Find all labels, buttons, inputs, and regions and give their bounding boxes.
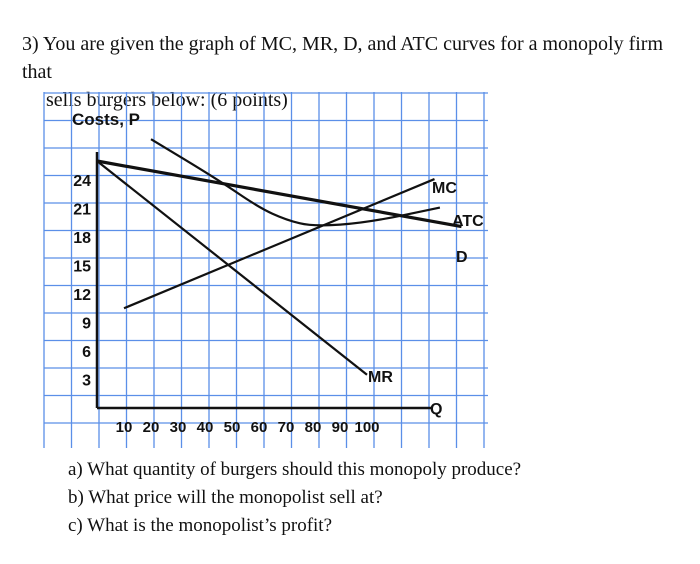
x-tick-label: 50 [224,419,241,436]
curve-label-mr: MR [368,369,393,386]
x-tick-label: 100 [354,419,379,436]
question-line-1: 3) You are given the graph of MC, MR, D,… [22,33,664,83]
x-tick-label: 70 [278,419,295,436]
y-tick-label: 24 [73,173,91,190]
y-tick-label: 21 [73,202,91,219]
curve-label-atc: ATC [452,213,484,230]
x-tick-label: 90 [332,419,349,436]
x-tick-label: 60 [251,419,268,436]
question-text: 3) You are given the graph of MC, MR, D,… [22,30,692,114]
y-tick-label: 18 [73,230,91,247]
y-tick-label: 15 [73,259,91,276]
chart-tick-labels: 3 6 9 12 15 18 21 24 10 20 30 40 50 60 70 80 90 100 [73,173,379,436]
curve-mc [123,178,435,310]
chart-grid [43,92,488,448]
subquestion-a: a) What quantity of burgers should this … [68,459,522,480]
subquestion-b: b) What price will the monopolist sell a… [68,487,383,508]
chart-axes [95,152,433,410]
x-tick-label: 80 [305,419,322,436]
x-tick-label: 30 [170,419,187,436]
y-axis-label: Costs, P [72,110,140,129]
subquestion-c: c) What is the monopolist’s profit? [68,515,333,536]
y-tick-label: 12 [73,287,91,304]
curve-label-mc: MC [432,180,457,197]
curve-label-d: D [456,249,468,266]
y-tick-label: 3 [82,373,91,390]
curve-atc [150,138,441,227]
y-tick-label: 6 [82,344,91,361]
curve-labels: D MR MC ATC [368,180,484,386]
x-tick-label: 10 [116,419,133,436]
curve-mr [96,160,368,376]
y-tick-label: 9 [82,316,91,333]
x-tick-label: 20 [143,419,160,436]
x-axis-label: Q [430,401,442,418]
x-tick-label: 40 [197,419,214,436]
question-line-2: sells burgers below: (6 points) [46,89,288,111]
chart-curves [96,138,462,376]
